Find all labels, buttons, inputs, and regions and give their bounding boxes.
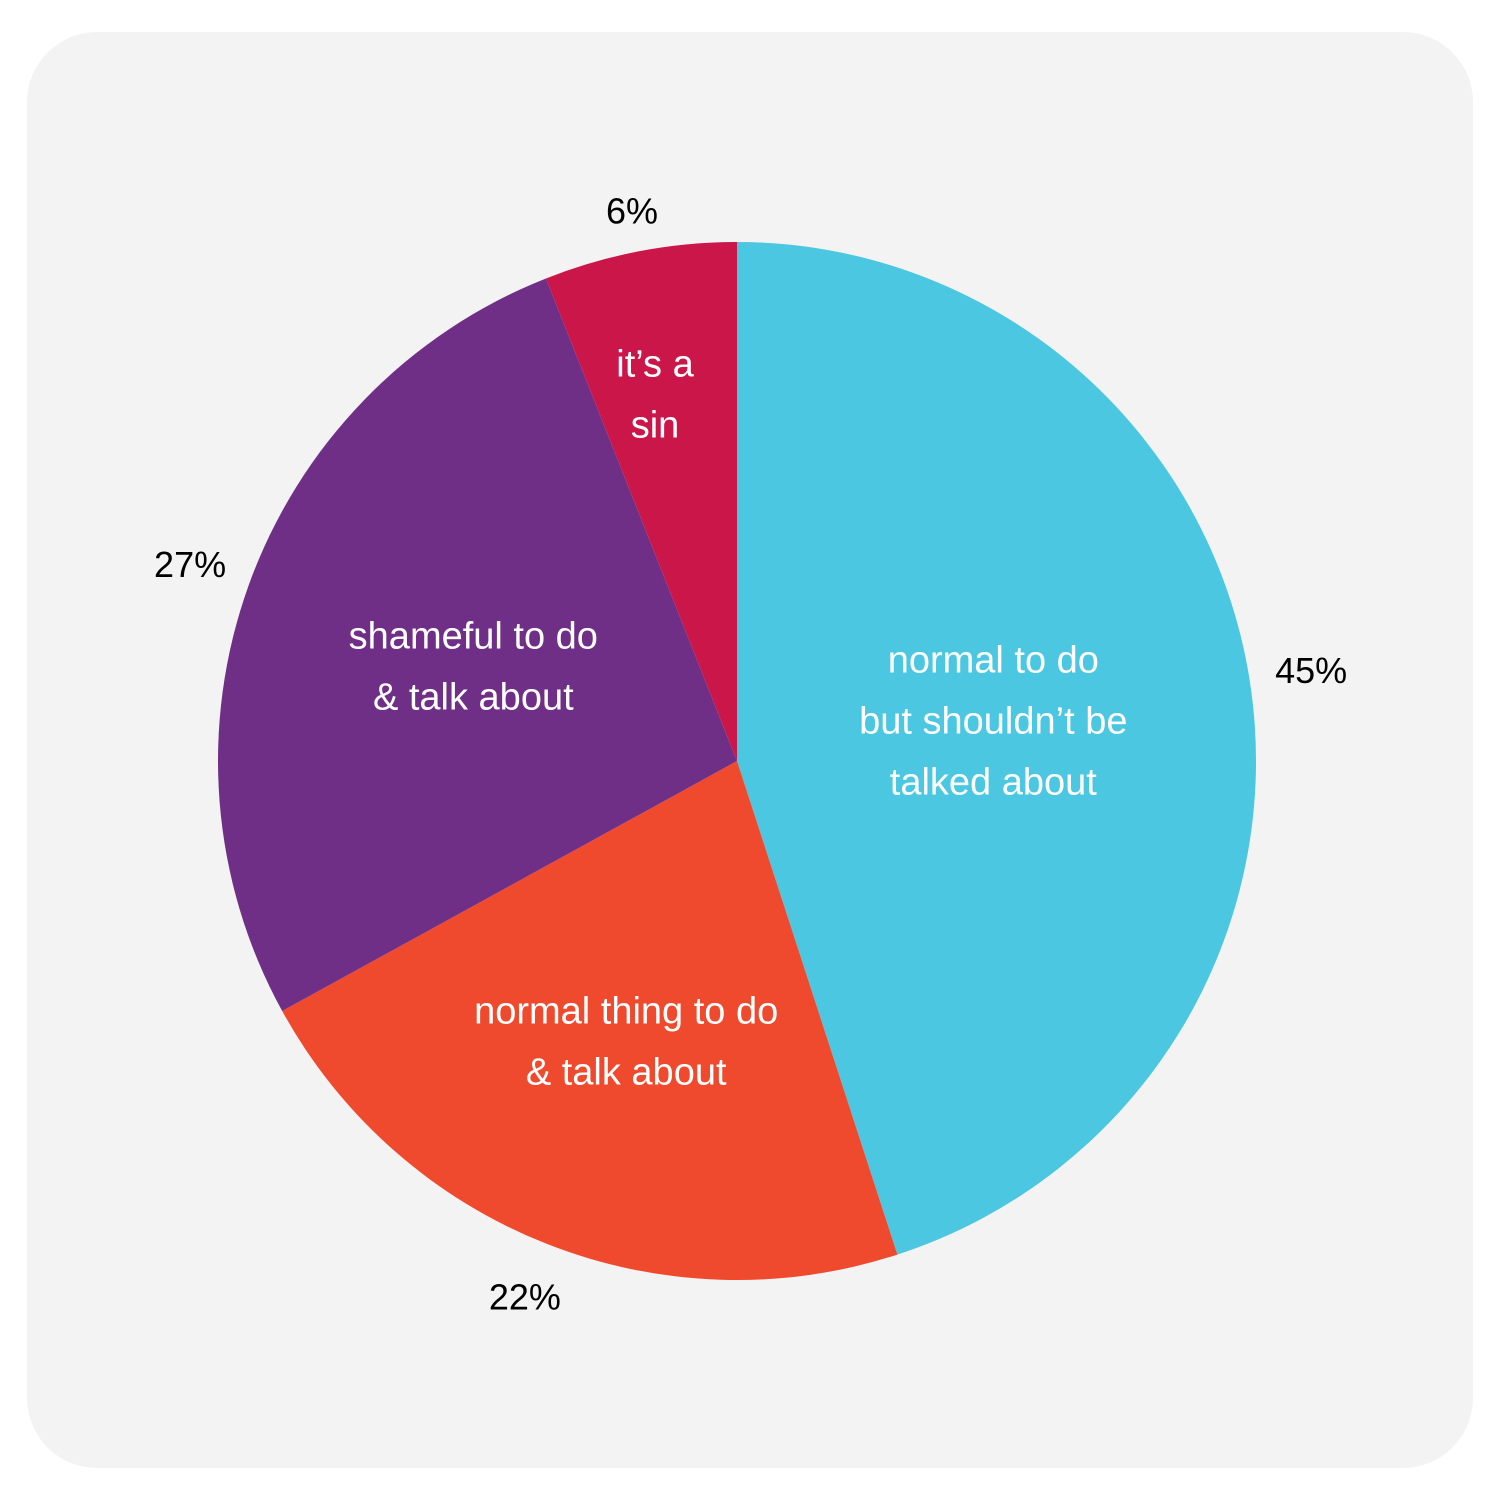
- slice-label-line: normal to do: [888, 639, 1099, 681]
- slice-label-line: it’s a: [616, 343, 694, 385]
- percentage-label: 22%: [489, 1277, 561, 1318]
- pie-slice: [737, 242, 1257, 1255]
- slice-labels: normal to do but shouldn’t be talked about…: [349, 343, 1128, 1093]
- slice-label-line: talked about: [890, 761, 1097, 803]
- pie-slice: [545, 242, 737, 761]
- slice-label: normal thing to do & talk about: [474, 990, 778, 1093]
- slice-label-line: normal thing to do: [474, 990, 778, 1032]
- pie-slices: [218, 242, 1257, 1280]
- percentage-label: 6%: [606, 190, 658, 231]
- slice-label-line: sin: [631, 404, 680, 446]
- slice-label-line: & talk about: [526, 1051, 727, 1093]
- slice-label-line: shameful to do: [349, 616, 598, 658]
- slice-label-line: & talk about: [373, 677, 574, 719]
- pie-slice: [218, 278, 737, 1012]
- percentage-label: 45%: [1275, 650, 1347, 691]
- percentage-label: 27%: [154, 544, 226, 585]
- slice-label: shameful to do & talk about: [349, 616, 598, 719]
- percentage-labels: 45% 22% 27% 6%: [154, 190, 1347, 1317]
- slice-label: normal to do but shouldn’t be talked about: [859, 639, 1127, 803]
- slice-label: it’s a sin: [616, 343, 694, 446]
- slice-label-line: but shouldn’t be: [859, 700, 1127, 742]
- pie-slice: [282, 761, 898, 1280]
